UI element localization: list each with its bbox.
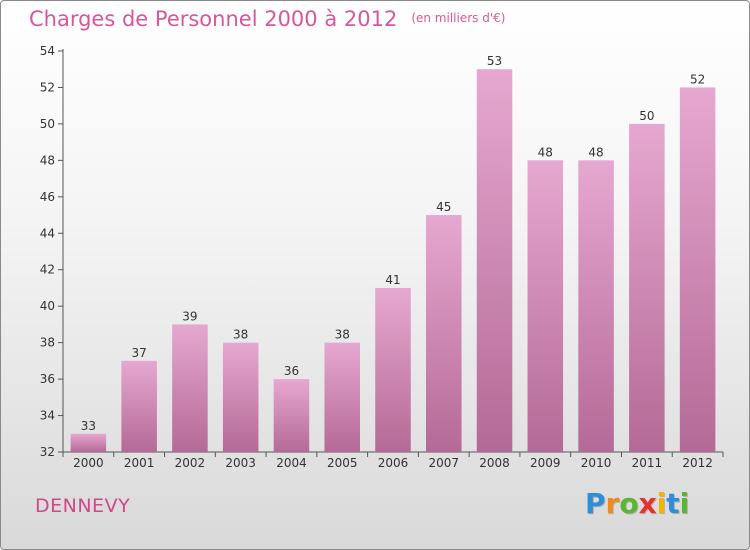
value-label-2005: 38 (335, 328, 350, 342)
y-tick-label: 54 (40, 44, 55, 58)
y-axis: 32 34 36 38 40 42 44 46 48 50 52 54 (40, 44, 64, 459)
value-label-2006: 41 (385, 273, 400, 287)
x-tick-label: 2000 (73, 456, 104, 470)
x-tick-label: 2005 (327, 456, 358, 470)
value-label-2000: 33 (81, 419, 96, 433)
chart-title: Charges de Personnel 2000 à 2012 (en mill… (29, 7, 505, 31)
bar-2008 (476, 69, 513, 453)
x-tick-label: 2004 (276, 456, 307, 470)
value-labels: 33 37 39 38 36 38 41 45 53 48 48 50 52 (81, 54, 706, 433)
bar-2005 (324, 342, 360, 452)
logo-letter: x (638, 487, 657, 520)
y-tick-label: 34 (40, 409, 55, 423)
value-label-2003: 38 (233, 328, 248, 342)
x-tick-label: 2006 (378, 456, 409, 470)
logo-letter: r (605, 487, 620, 520)
y-tick-label: 38 (40, 336, 55, 350)
logo-letter: o (619, 487, 639, 520)
bar-2010 (578, 160, 614, 452)
bar-2000 (70, 433, 107, 452)
logo-letter: P (585, 487, 606, 520)
bar-2011 (629, 123, 665, 452)
x-tick-label: 2008 (479, 456, 510, 470)
town-name: DENNEVY (35, 495, 131, 517)
value-label-2010: 48 (588, 145, 603, 159)
value-label-2009: 48 (538, 145, 553, 159)
logo-letter: i (679, 487, 690, 520)
y-tick-label: 42 (40, 263, 55, 277)
y-tick-label: 40 (40, 299, 55, 313)
x-axis: 2000 2001 2002 2003 2004 2005 2006 2007 2008 2009… (62, 451, 724, 470)
y-tick-label: 46 (40, 190, 55, 204)
y-tick-label: 52 (40, 80, 55, 94)
bar-2006 (375, 287, 411, 452)
value-label-2001: 37 (132, 346, 147, 360)
x-tick-label: 2009 (530, 456, 561, 470)
bar-2002 (172, 324, 208, 452)
bar-2012 (679, 87, 716, 453)
unit-label: (en milliers d'€) (411, 11, 506, 25)
y-tick-label: 32 (40, 445, 55, 459)
x-tick-label: 2011 (632, 456, 663, 470)
x-tick-label: 2010 (581, 456, 612, 470)
x-tick-label: 2012 (682, 456, 713, 470)
value-label-2012: 52 (690, 72, 705, 86)
value-label-2007: 45 (436, 200, 451, 214)
bar-2003 (222, 342, 259, 452)
y-tick-label: 44 (40, 226, 55, 240)
bar-2004 (273, 379, 310, 452)
value-label-2004: 36 (284, 364, 299, 378)
proxiti-logo: Proxiti (585, 487, 689, 520)
value-label-2011: 50 (639, 109, 654, 123)
y-tick-label: 48 (40, 153, 55, 167)
logo-letter: t (666, 487, 680, 520)
x-tick-label: 2007 (428, 456, 459, 470)
title-text: Charges de Personnel 2000 à 2012 (29, 7, 398, 31)
value-label-2002: 39 (182, 309, 197, 323)
y-tick-label: 36 (40, 372, 55, 386)
bar-2007 (426, 215, 462, 452)
x-tick-label: 2003 (225, 456, 256, 470)
bar-2009 (527, 160, 564, 452)
logo-letter: i (656, 487, 667, 520)
value-label-2008: 53 (487, 54, 502, 68)
bars (70, 69, 716, 453)
x-tick-label: 2001 (124, 456, 155, 470)
x-tick-label: 2002 (175, 456, 206, 470)
bar-2001 (121, 360, 157, 452)
y-tick-label: 50 (40, 117, 55, 131)
